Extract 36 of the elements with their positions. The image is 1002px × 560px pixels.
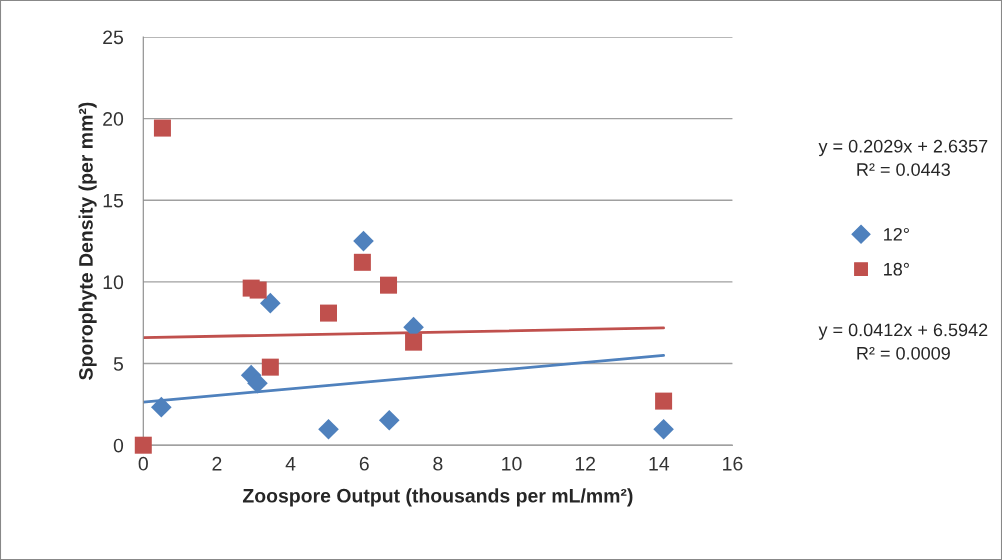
point [380,276,398,294]
x-tick-label: 0 [138,456,148,471]
point [353,230,374,252]
y-tick-label: 10 [103,275,124,290]
y-tick-label: 0 [113,438,124,453]
x-axis-title: Zoospore Output (thousands per mL/mm²) [242,488,633,507]
point [249,281,267,299]
x-tick-label: 8 [433,456,443,471]
point [260,292,281,314]
point [134,436,152,454]
legend-label: 12° [884,227,909,241]
point [405,333,423,351]
y-tick-label: 15 [103,193,124,208]
x-tick-label: 14 [649,457,670,471]
point [151,396,172,418]
y-tick-label: 5 [113,357,124,371]
x-tick-label: 10 [502,456,522,471]
point [320,304,338,322]
legend-label: 18° [884,262,909,276]
point [378,409,400,431]
text: y = 0.2029x + 2.6357 R² = 0.0443 [818,139,988,176]
x-tick-label: 4 [285,457,296,471]
point [261,358,279,376]
point [655,392,673,410]
x-tick-label: 2 [212,456,222,471]
x-tick-label: 12 [575,456,596,471]
text: y = 0.0412x + 6.5942 R² = 0.0009 [818,323,988,360]
point [353,253,371,271]
x-tick-label: 16 [723,456,743,471]
point [318,418,339,440]
point [653,418,674,440]
y-axis-title: Sporophyte Density (per mm²) [78,102,97,380]
y-tick-label: 25 [103,30,124,45]
point [153,119,171,137]
x-tick-label: 6 [359,456,369,471]
y-tick-label: 20 [103,112,124,126]
